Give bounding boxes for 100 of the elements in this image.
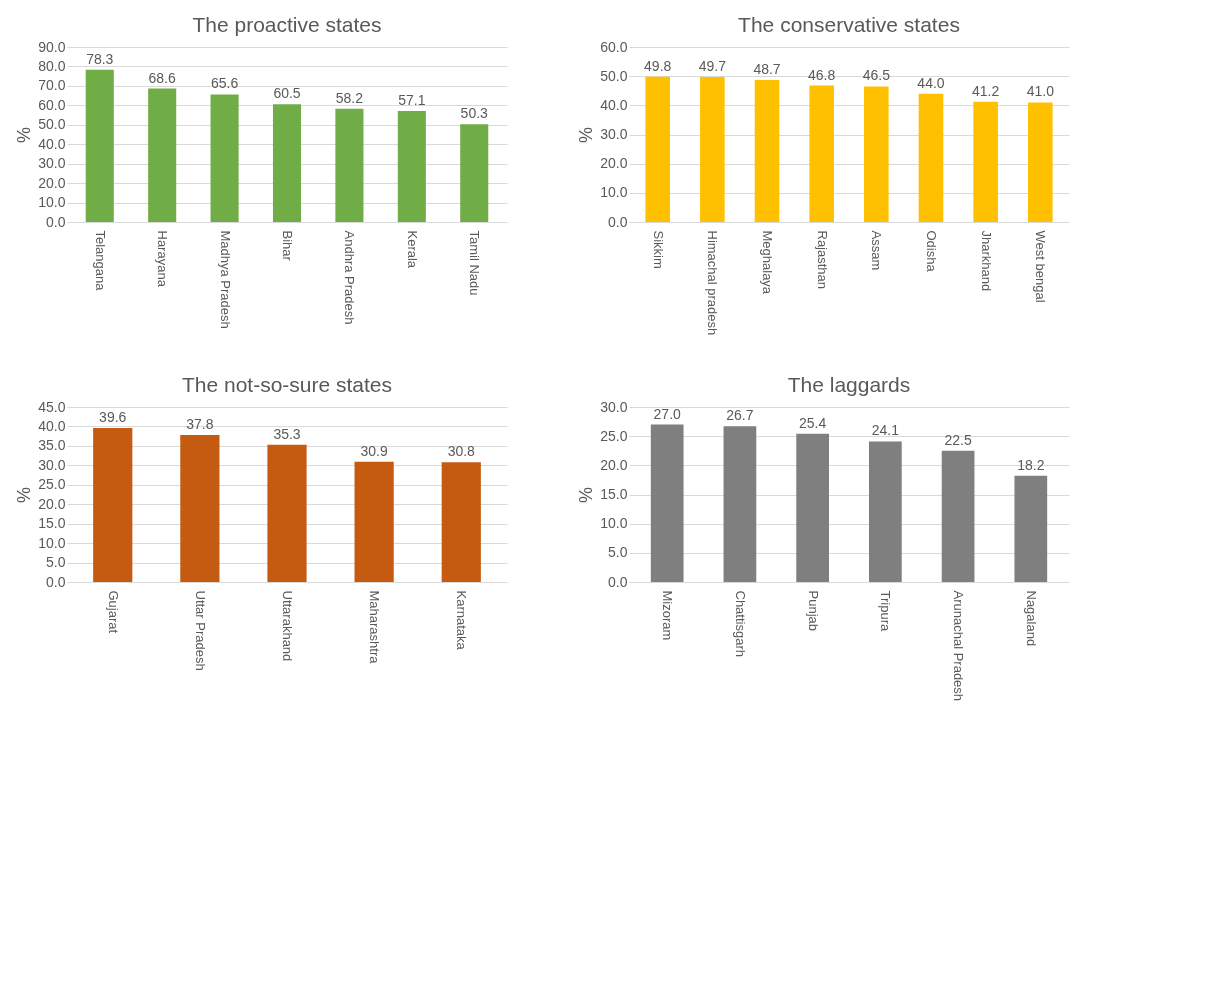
bar	[941, 450, 975, 582]
y-tick-label: 80.0	[38, 57, 66, 74]
bar	[93, 428, 133, 582]
y-tick-label: 35.0	[38, 437, 66, 454]
data-label: 49.8	[644, 57, 672, 74]
y-tick-label: 25.0	[38, 476, 66, 493]
x-tick-label: Telangana	[92, 230, 108, 292]
bar	[864, 86, 889, 222]
bar	[267, 444, 307, 582]
x-tick-label: Uttar Pradesh	[192, 590, 208, 671]
data-label: 39.6	[99, 409, 127, 425]
data-label: 30.9	[360, 442, 388, 459]
data-label: 58.2	[335, 89, 364, 106]
bar	[210, 94, 239, 222]
data-label: 41.0	[1026, 83, 1055, 100]
y-tick-label: 30.0	[600, 126, 628, 142]
x-tick-label: Jharkhand	[978, 230, 994, 292]
y-tick-label: 70.0	[38, 77, 66, 94]
bar	[335, 108, 364, 222]
y-tick-label: 15.0	[38, 515, 66, 532]
x-tick-label: Tripura	[878, 590, 894, 632]
data-label: 68.6	[148, 69, 177, 86]
y-tick-label: 5.0	[608, 544, 628, 561]
y-tick-label: 30.0	[38, 155, 66, 172]
data-label: 57.1	[398, 91, 426, 108]
x-tick-label: Tamil Nadu	[467, 230, 483, 296]
data-label: 26.7	[726, 407, 754, 424]
bar	[918, 93, 944, 222]
y-tick-label: 10.0	[38, 534, 66, 551]
y-tick-label: 0.0	[608, 213, 628, 230]
x-tick-label: Andhra Pradesh	[342, 230, 358, 325]
y-tick-label: 45.0	[38, 398, 66, 415]
chart-title: The proactive states	[192, 13, 382, 36]
x-tick-label: Mizoram	[660, 590, 676, 641]
data-label: 78.3	[86, 50, 114, 67]
bar	[700, 77, 725, 222]
bar	[796, 433, 829, 582]
data-label: 46.5	[862, 67, 891, 84]
data-label: 46.8	[808, 66, 836, 83]
x-tick-label: Assam	[869, 230, 885, 271]
y-tick-label: 5.0	[46, 554, 66, 571]
x-tick-label: Chattisgarh	[732, 590, 748, 657]
bar	[723, 426, 757, 582]
y-tick-label: 20.0	[600, 155, 628, 172]
x-tick-label: Harayana	[155, 230, 171, 288]
bar	[85, 69, 114, 222]
y-tick-label: 10.0	[600, 184, 628, 201]
chart-title: The laggards	[787, 373, 911, 396]
bar	[272, 104, 302, 222]
x-tick-label: Kerala	[404, 230, 420, 269]
bar	[645, 76, 670, 222]
x-tick-label: Himachal pradesh	[705, 230, 721, 336]
data-label: 27.0	[653, 405, 682, 422]
data-label: 35.3	[273, 425, 301, 442]
x-tick-label: Uttarakhand	[280, 590, 295, 662]
x-tick-label: Bihar	[280, 230, 295, 262]
y-tick-label: 60.0	[600, 38, 628, 55]
x-tick-label: Punjab	[805, 590, 821, 631]
y-tick-label: 15.0	[600, 486, 628, 502]
y-tick-label: 0.0	[608, 573, 628, 590]
data-label: 48.7	[753, 60, 781, 77]
y-axis-title: %	[14, 486, 35, 504]
x-tick-label: Sikkim	[650, 230, 666, 269]
data-label: 30.8	[447, 443, 476, 460]
y-tick-label: 90.0	[38, 38, 66, 55]
x-tick-label: Odisha	[923, 230, 939, 273]
bar	[460, 124, 489, 222]
bar	[869, 441, 902, 582]
y-tick-label: 30.0	[38, 456, 66, 473]
y-tick-label: 20.0	[600, 456, 628, 473]
y-tick-label: 20.0	[38, 495, 66, 512]
data-label: 65.6	[210, 75, 239, 92]
x-tick-label: Gujarat	[105, 590, 121, 634]
data-label: 60.5	[273, 85, 301, 102]
data-label: 41.2	[972, 82, 1000, 99]
y-tick-label: 0.0	[46, 573, 66, 590]
data-label: 49.7	[698, 58, 727, 75]
bar	[973, 101, 998, 222]
data-label: 25.4	[799, 414, 827, 431]
y-tick-label: 40.0	[38, 417, 66, 434]
x-tick-label: Rajasthan	[814, 230, 830, 290]
y-tick-label: 40.0	[38, 135, 66, 152]
bar	[754, 79, 780, 222]
bar	[1028, 102, 1053, 222]
y-tick-label: 50.0	[38, 116, 66, 133]
x-tick-label: Madhya Pradesh	[217, 230, 233, 329]
data-label: 24.1	[871, 422, 900, 439]
bar	[397, 110, 426, 222]
y-tick-label: 40.0	[600, 96, 628, 113]
y-tick-label: 0.0	[46, 213, 66, 230]
y-axis-title: %	[576, 126, 597, 144]
bar	[354, 461, 394, 582]
y-tick-label: 60.0	[38, 96, 66, 113]
y-tick-label: 25.0	[600, 427, 628, 444]
x-tick-label: Nagaland	[1023, 590, 1039, 647]
bar	[441, 462, 481, 582]
data-label: 44.0	[917, 74, 945, 91]
chart-title: The conservative states	[738, 13, 960, 36]
y-tick-label: 30.0	[600, 398, 628, 415]
x-tick-label: Arunachal Pradesh	[951, 590, 967, 702]
